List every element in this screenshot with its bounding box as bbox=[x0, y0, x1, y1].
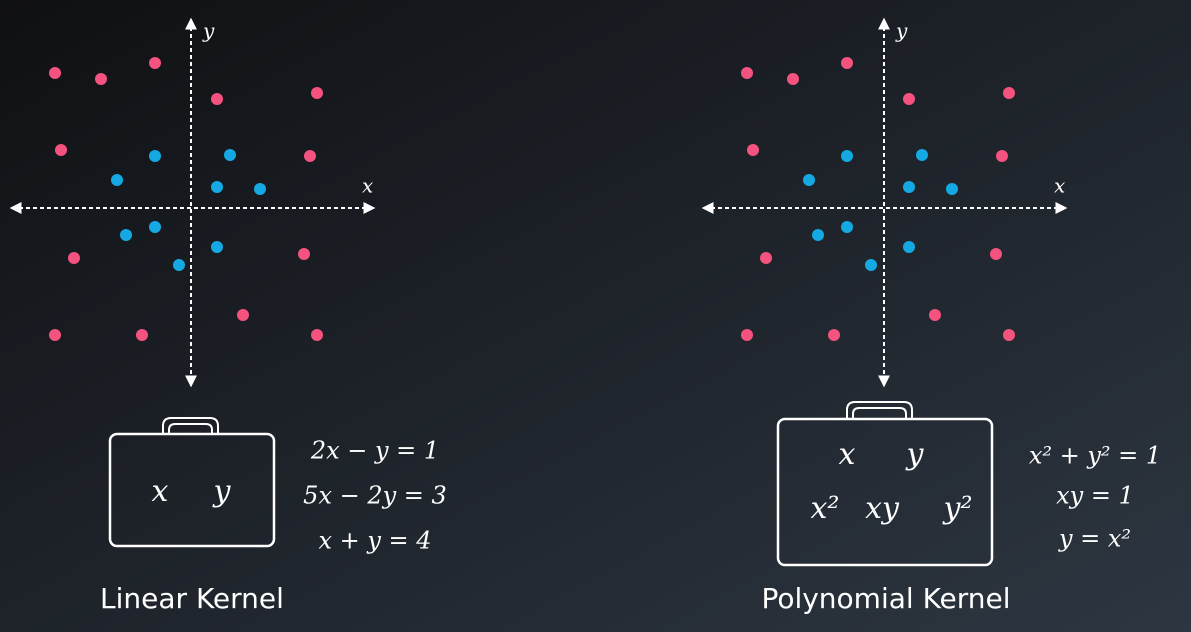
point-blue bbox=[865, 259, 877, 271]
point-blue bbox=[149, 150, 161, 162]
point-red bbox=[304, 150, 316, 162]
point-blue bbox=[224, 149, 236, 161]
point-red bbox=[1003, 87, 1015, 99]
point-blue bbox=[211, 181, 223, 193]
point-red bbox=[68, 252, 80, 264]
point-blue bbox=[211, 241, 223, 253]
point-blue bbox=[946, 183, 958, 195]
point-red bbox=[311, 87, 323, 99]
point-red bbox=[49, 329, 61, 341]
equation: x² + y² = 1 bbox=[1029, 442, 1161, 470]
point-red bbox=[95, 73, 107, 85]
point-red bbox=[828, 329, 840, 341]
point-red bbox=[136, 329, 148, 341]
point-red bbox=[996, 150, 1008, 162]
suitcase bbox=[108, 432, 276, 548]
suitcase-handle bbox=[162, 417, 219, 434]
point-blue bbox=[812, 229, 824, 241]
point-red bbox=[841, 57, 853, 69]
x-axis-label: x bbox=[1054, 174, 1065, 198]
point-red bbox=[929, 309, 941, 321]
kernel-feature: y² bbox=[942, 491, 973, 526]
equation: 2x − y = 1 bbox=[310, 437, 439, 465]
kernel-feature: y bbox=[212, 474, 232, 509]
point-red bbox=[298, 248, 310, 260]
point-red bbox=[741, 67, 753, 79]
point-red bbox=[787, 73, 799, 85]
point-red bbox=[760, 252, 772, 264]
point-red bbox=[747, 144, 759, 156]
kernel-label: Linear Kernel bbox=[100, 582, 284, 615]
point-red bbox=[990, 248, 1002, 260]
y-axis-label: y bbox=[202, 19, 215, 43]
point-red bbox=[149, 57, 161, 69]
kernel-feature: x bbox=[152, 474, 169, 509]
kernel-label: Polynomial Kernel bbox=[761, 582, 1010, 615]
point-red bbox=[741, 329, 753, 341]
point-red bbox=[55, 144, 67, 156]
point-blue bbox=[903, 181, 915, 193]
point-red bbox=[311, 329, 323, 341]
x-axis-label: x bbox=[362, 174, 373, 198]
equation: x + y = 4 bbox=[318, 527, 431, 555]
kernel-feature: y bbox=[905, 437, 925, 472]
point-blue bbox=[841, 221, 853, 233]
point-blue bbox=[254, 183, 266, 195]
point-red bbox=[1003, 329, 1015, 341]
equation: xy = 1 bbox=[1056, 482, 1134, 510]
point-red bbox=[211, 93, 223, 105]
point-blue bbox=[903, 241, 915, 253]
point-blue bbox=[803, 174, 815, 186]
point-red bbox=[237, 309, 249, 321]
point-blue bbox=[841, 150, 853, 162]
point-red bbox=[903, 93, 915, 105]
suitcase-handle bbox=[846, 401, 913, 419]
kernel-feature: x² bbox=[811, 491, 840, 526]
point-blue bbox=[173, 259, 185, 271]
equation: 5x − 2y = 3 bbox=[303, 482, 447, 510]
point-blue bbox=[149, 221, 161, 233]
equation: y = x² bbox=[1058, 525, 1131, 553]
suitcase bbox=[776, 417, 994, 567]
point-red bbox=[49, 67, 61, 79]
point-blue bbox=[111, 174, 123, 186]
y-axis-label: y bbox=[895, 19, 908, 43]
point-blue bbox=[916, 149, 928, 161]
kernel-feature: xy bbox=[865, 491, 900, 526]
point-blue bbox=[120, 229, 132, 241]
kernel-feature: x bbox=[839, 437, 856, 472]
